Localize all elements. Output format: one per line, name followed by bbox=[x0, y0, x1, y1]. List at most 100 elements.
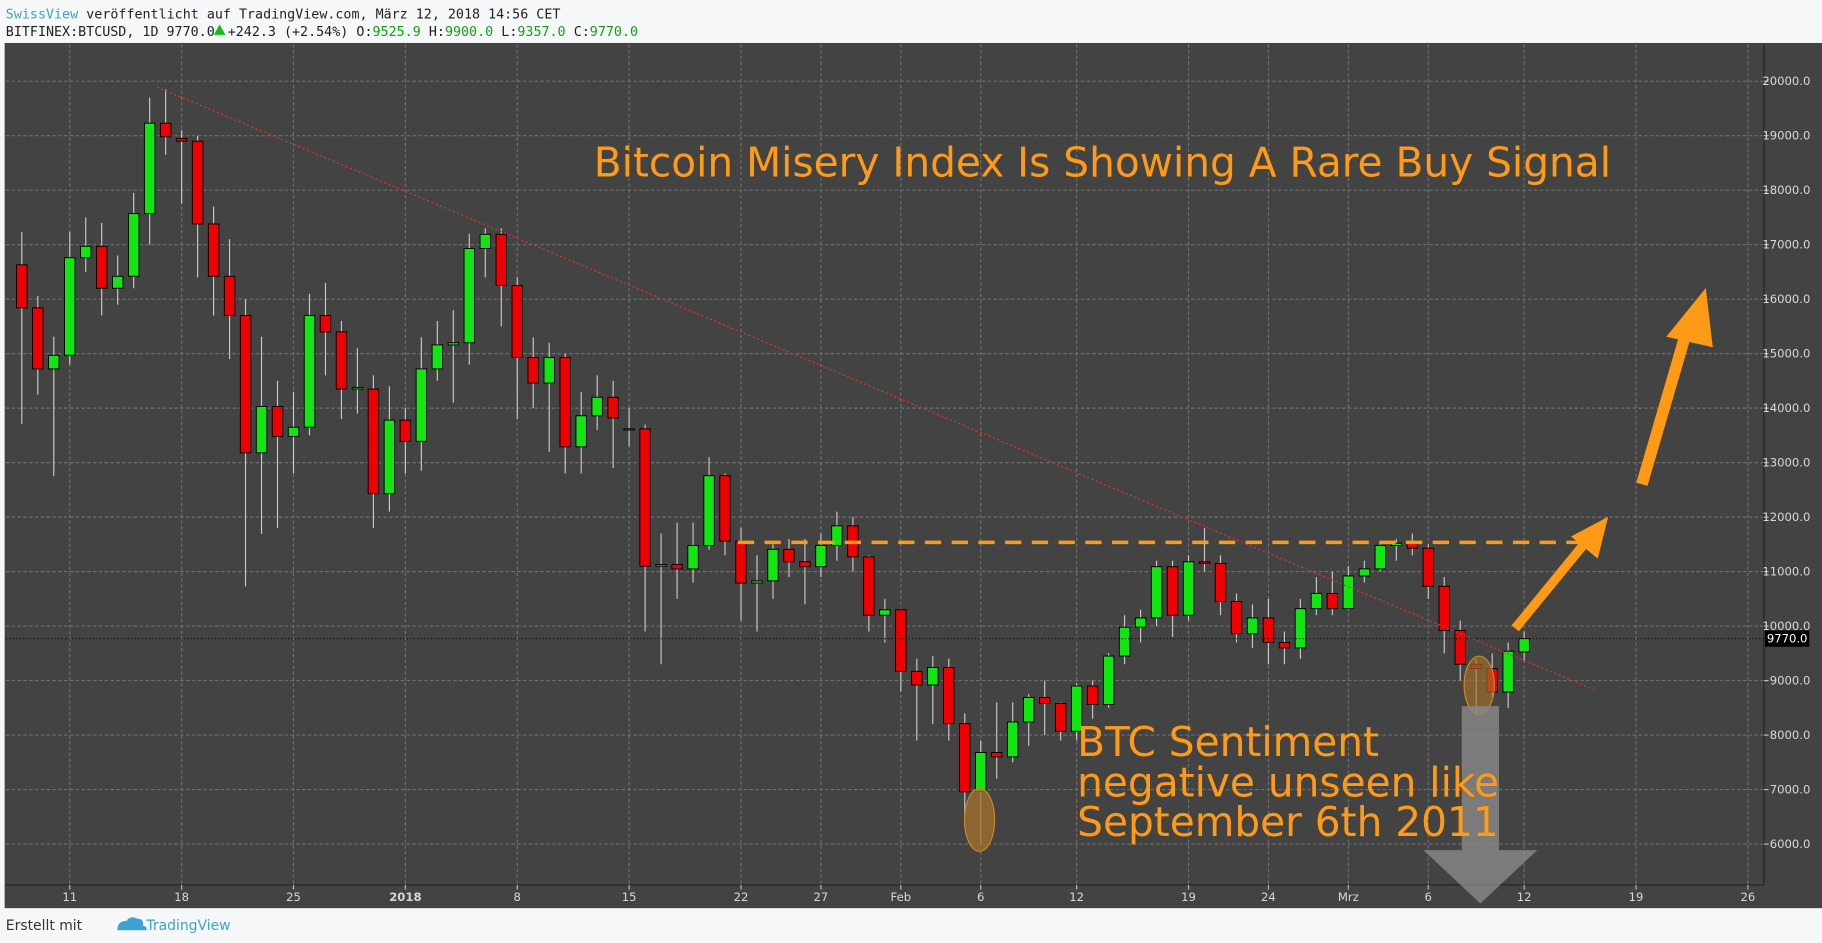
x-tick-label: 22 bbox=[734, 890, 749, 904]
tradingview-logo[interactable] bbox=[117, 917, 147, 931]
x-tick-label: 18 bbox=[174, 890, 189, 904]
candle-body bbox=[1278, 641, 1291, 649]
candle-body bbox=[399, 419, 412, 442]
y-tick-label: 6000.0 bbox=[1770, 837, 1811, 851]
candle-body bbox=[1086, 685, 1099, 706]
last-price-box bbox=[1765, 630, 1810, 647]
h-label: H: bbox=[429, 25, 445, 40]
footer-made-with: Erstellt mit bbox=[6, 918, 83, 934]
candle-body bbox=[1246, 617, 1259, 635]
candle-body bbox=[175, 137, 188, 142]
candle-body bbox=[48, 354, 60, 370]
candle-body bbox=[1262, 617, 1275, 643]
candle-body bbox=[447, 342, 460, 346]
big-arrow-head bbox=[1666, 288, 1713, 348]
published: veröffentlicht auf TradingView.com, März… bbox=[86, 8, 560, 23]
candle-body bbox=[1118, 626, 1131, 657]
candle-body bbox=[1374, 544, 1387, 570]
y-tick-label: 15000.0 bbox=[1762, 347, 1810, 361]
up-arrow-shaft bbox=[1511, 542, 1587, 632]
l-value: 9357.0 bbox=[517, 25, 565, 40]
candle-body bbox=[1102, 655, 1115, 706]
candle-body bbox=[687, 544, 699, 570]
candle-body bbox=[463, 248, 476, 344]
candle-body bbox=[1294, 608, 1307, 649]
candle-body bbox=[671, 564, 683, 570]
candle-body bbox=[287, 426, 300, 437]
candle-body bbox=[1023, 697, 1035, 723]
annotation-text: negative unseen like bbox=[1077, 759, 1499, 807]
annotation-text: BTC Sentiment bbox=[1077, 718, 1379, 766]
candle-body bbox=[543, 356, 555, 384]
candle-body bbox=[96, 245, 108, 289]
candle-body bbox=[191, 140, 204, 225]
y-tick-label: 16000.0 bbox=[1762, 292, 1810, 306]
o-value: 9525.9 bbox=[373, 25, 421, 40]
footer-brand[interactable]: TradingView bbox=[145, 918, 230, 934]
candle-body bbox=[127, 213, 140, 277]
candle-body bbox=[943, 667, 955, 725]
candle-body bbox=[239, 315, 252, 454]
candle-body bbox=[1198, 561, 1211, 564]
candle-body bbox=[1070, 685, 1083, 732]
last-price-label: 9770.0 bbox=[1767, 632, 1808, 646]
candle-body bbox=[511, 285, 523, 358]
candle-body bbox=[1007, 721, 1019, 758]
candle-body bbox=[415, 368, 428, 442]
annotation-title: Bitcoin Misery Index Is Showing A Rare B… bbox=[594, 139, 1611, 187]
candle-body bbox=[479, 233, 491, 249]
candle-body bbox=[207, 223, 220, 277]
up-triangle bbox=[213, 24, 226, 35]
candle-body bbox=[831, 525, 843, 546]
candle-body bbox=[799, 561, 811, 568]
symbol: BITFINEX:BTCUSD, 1D 9770.0 bbox=[6, 25, 215, 40]
l-label: L: bbox=[501, 25, 517, 40]
candle-body bbox=[64, 257, 76, 356]
x-tick-label: 15 bbox=[622, 890, 637, 904]
drawings bbox=[156, 86, 1713, 904]
y-tick-label: 14000.0 bbox=[1762, 401, 1810, 415]
candle-body bbox=[223, 275, 236, 316]
candle-body bbox=[767, 548, 779, 582]
candle-body bbox=[863, 556, 875, 616]
candle-body bbox=[303, 315, 316, 428]
candle-body bbox=[143, 122, 156, 215]
x-tick-label: 6 bbox=[977, 890, 984, 904]
candle-body bbox=[111, 275, 124, 289]
y-tick-label: 8000.0 bbox=[1770, 728, 1811, 742]
candle-body bbox=[1150, 566, 1163, 619]
candle-body bbox=[431, 344, 444, 370]
candle-body bbox=[495, 233, 507, 286]
author[interactable]: SwissView bbox=[6, 8, 79, 23]
candle-body bbox=[527, 356, 539, 384]
annotation-text: September 6th 2011 bbox=[1077, 798, 1499, 846]
change: +242.3 (+2.54%) bbox=[228, 25, 349, 40]
candle-body bbox=[1038, 697, 1051, 704]
candle-body bbox=[991, 752, 1003, 758]
candle-body bbox=[1358, 568, 1371, 577]
candle-body bbox=[559, 356, 571, 448]
candle-body bbox=[783, 548, 795, 563]
x-tick-label: Mrz bbox=[1338, 890, 1359, 904]
candle-body bbox=[1518, 638, 1530, 653]
x-tick-label: 11 bbox=[62, 890, 77, 904]
candle-body bbox=[271, 406, 284, 437]
candle-body bbox=[879, 609, 891, 616]
candle-body bbox=[1230, 601, 1243, 635]
candle-body bbox=[159, 122, 172, 138]
candle-body bbox=[607, 396, 619, 419]
candle-body bbox=[1214, 562, 1227, 603]
x-tick-label: Feb bbox=[891, 890, 912, 904]
highlight-ellipse bbox=[1463, 655, 1495, 715]
c-label: C: bbox=[574, 25, 590, 40]
candle-body bbox=[719, 475, 731, 542]
candle-body bbox=[1390, 542, 1402, 546]
candle-body bbox=[927, 667, 939, 686]
candle-body bbox=[319, 315, 332, 333]
y-tick-label: 9000.0 bbox=[1770, 674, 1811, 688]
candle-body bbox=[1502, 650, 1514, 693]
y-tick-label: 11000.0 bbox=[1762, 565, 1810, 579]
candle-body bbox=[655, 564, 667, 567]
y-tick-label: 20000.0 bbox=[1762, 74, 1810, 88]
